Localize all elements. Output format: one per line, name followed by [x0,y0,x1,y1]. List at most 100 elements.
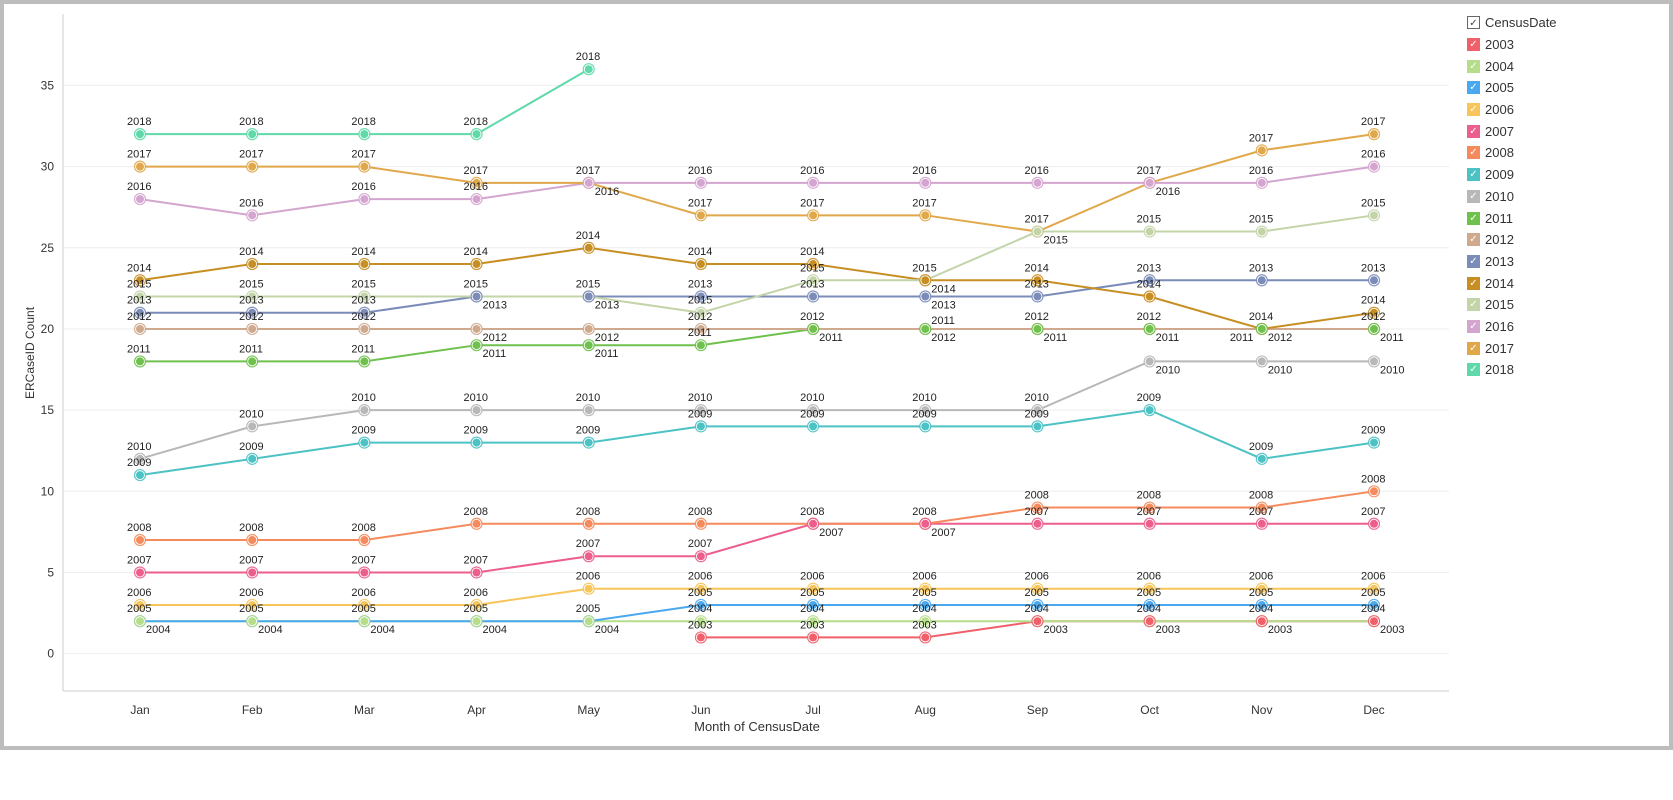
legend-item-2003[interactable]: ✓ 2003 [1467,34,1557,56]
data-point-2014[interactable] [921,276,930,285]
data-point-2004[interactable] [472,617,481,626]
data-point-2006[interactable] [921,584,930,593]
checkbox-icon[interactable]: ✓ [1467,298,1480,312]
data-point-2016[interactable] [1033,178,1042,187]
data-point-2006[interactable] [1257,584,1266,593]
data-point-2014[interactable] [1145,292,1154,301]
checkbox-icon[interactable]: ✓ [1467,189,1480,203]
legend-item-2009[interactable]: ✓ 2009 [1467,164,1557,186]
data-point-2010[interactable] [696,406,705,415]
data-point-2006[interactable] [1145,584,1154,593]
data-point-2017[interactable] [136,162,144,171]
data-point-2016[interactable] [1145,178,1154,187]
data-point-2016[interactable] [1257,178,1266,187]
data-point-2010[interactable] [1033,406,1042,415]
data-point-2011[interactable] [1033,324,1042,333]
data-point-2004[interactable] [696,617,705,626]
data-point-2015[interactable] [360,292,369,301]
data-point-2009[interactable] [248,454,257,463]
data-point-2011[interactable] [809,324,818,333]
data-point-2010[interactable] [584,406,593,415]
data-point-2014[interactable] [1370,308,1378,317]
data-point-2012[interactable] [136,324,144,333]
checkbox-icon[interactable]: ✓ [1467,81,1480,95]
data-point-2015[interactable] [1257,227,1266,236]
legend-header[interactable]: ✓ CensusDate [1467,12,1557,34]
data-point-2004[interactable] [360,617,369,626]
data-point-2013[interactable] [360,308,369,317]
data-point-2003[interactable] [1145,617,1154,626]
data-point-2010[interactable] [136,454,144,463]
data-point-2015[interactable] [1370,211,1378,220]
data-point-2007[interactable] [921,519,930,528]
data-point-2009[interactable] [472,438,481,447]
data-point-2004[interactable] [584,617,593,626]
legend-item-2017[interactable]: ✓ 2017 [1467,337,1557,359]
data-point-2016[interactable] [584,178,593,187]
data-point-2011[interactable] [136,357,144,366]
data-point-2013[interactable] [136,308,144,317]
data-point-2015[interactable] [248,292,257,301]
data-point-2008[interactable] [1257,503,1266,512]
data-point-2010[interactable] [1257,357,1266,366]
data-point-2008[interactable] [584,519,593,528]
data-point-2010[interactable] [248,422,257,431]
checkbox-icon[interactable]: ✓ [1467,254,1480,268]
data-point-2010[interactable] [360,406,369,415]
data-point-2012[interactable] [696,324,705,333]
checkbox-icon[interactable]: ✓ [1467,103,1480,117]
data-point-2006[interactable] [584,584,593,593]
data-point-2017[interactable] [809,211,818,220]
data-point-2014[interactable] [1033,276,1042,285]
data-point-2013[interactable] [1370,276,1378,285]
data-point-2018[interactable] [360,130,369,139]
data-point-2016[interactable] [136,195,144,204]
data-point-2010[interactable] [809,406,818,415]
data-point-2007[interactable] [1033,519,1042,528]
data-point-2011[interactable] [696,341,705,350]
data-point-2004[interactable] [136,617,144,626]
data-point-2009[interactable] [1033,422,1042,431]
data-point-2014[interactable] [472,260,481,269]
data-point-2012[interactable] [248,324,257,333]
checkbox-icon[interactable]: ✓ [1467,16,1480,30]
data-point-2003[interactable] [809,633,818,642]
data-point-2003[interactable] [1033,617,1042,626]
data-point-2004[interactable] [809,617,818,626]
data-point-2017[interactable] [248,162,257,171]
data-point-2009[interactable] [584,438,593,447]
data-point-2015[interactable] [809,276,818,285]
data-point-2016[interactable] [1370,162,1378,171]
data-point-2014[interactable] [136,276,144,285]
data-point-2009[interactable] [1257,454,1266,463]
legend-item-2016[interactable]: ✓ 2016 [1467,316,1557,338]
data-point-2016[interactable] [472,195,481,204]
data-point-2008[interactable] [696,519,705,528]
checkbox-icon[interactable]: ✓ [1467,319,1480,333]
data-point-2005[interactable] [1370,600,1378,609]
data-point-2013[interactable] [584,292,593,301]
legend-item-2008[interactable]: ✓ 2008 [1467,142,1557,164]
data-point-2013[interactable] [696,292,705,301]
data-point-2013[interactable] [809,292,818,301]
data-point-2011[interactable] [1370,324,1378,333]
data-point-2005[interactable] [696,600,705,609]
data-point-2016[interactable] [696,178,705,187]
data-point-2015[interactable] [1145,227,1154,236]
data-point-2005[interactable] [1257,600,1266,609]
data-point-2008[interactable] [248,536,257,545]
data-point-2012[interactable] [584,324,593,333]
data-point-2011[interactable] [360,357,369,366]
data-point-2016[interactable] [360,195,369,204]
data-point-2013[interactable] [1033,292,1042,301]
data-point-2012[interactable] [472,324,481,333]
checkbox-icon[interactable]: ✓ [1467,233,1480,247]
data-point-2013[interactable] [472,292,481,301]
legend-item-2006[interactable]: ✓ 2006 [1467,99,1557,121]
data-point-2007[interactable] [136,568,144,577]
data-point-2010[interactable] [1370,357,1378,366]
data-point-2006[interactable] [696,584,705,593]
data-point-2007[interactable] [360,568,369,577]
legend-item-2010[interactable]: ✓ 2010 [1467,186,1557,208]
data-point-2009[interactable] [360,438,369,447]
